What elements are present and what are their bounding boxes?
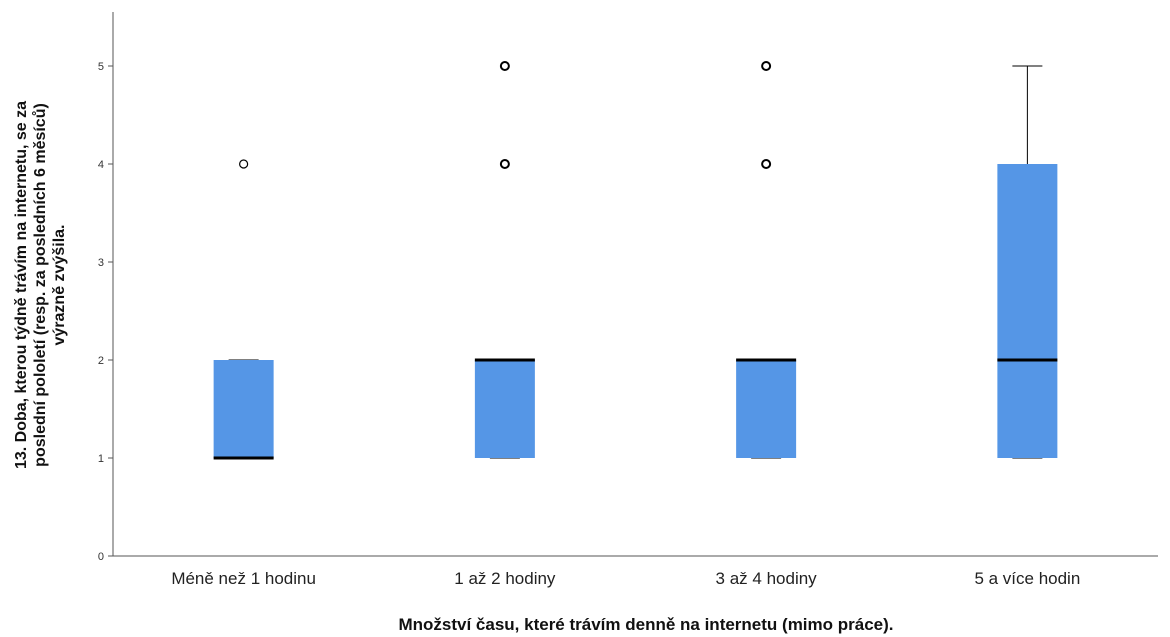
box-group [213,159,274,460]
y-tick-label: 1 [98,453,104,465]
x-axis-label: Množství času, které trávím denně na int… [398,615,893,634]
x-category-label: 5 a více hodin [974,569,1080,588]
outlier-point [239,159,249,169]
box [213,360,274,458]
outlier-point [761,159,772,169]
y-ticks: 0 1 2 3 4 5 [98,61,113,563]
y-axis-label-line-1: 13. Doba, kterou týdně trávím na interne… [13,101,30,469]
box-group [997,65,1058,459]
box [997,164,1058,458]
y-tick-label: 4 [98,159,104,171]
boxes [213,61,1058,460]
outlier-point [761,61,772,71]
x-category-label: 1 až 2 hodiny [454,569,556,588]
x-category-label: Méně než 1 hodinu [171,569,316,588]
y-tick-label: 3 [98,257,104,269]
box [736,360,797,458]
y-axis-label-line-2: poslední pololetí (resp. za posledních 6… [32,103,49,467]
x-category-labels: Méně než 1 hodinu 1 až 2 hodiny 3 až 4 hod… [171,569,1080,588]
y-tick-label: 0 [98,551,104,563]
box [474,360,535,458]
outlier-point [499,61,510,71]
axes [112,12,1158,557]
box-group [474,61,535,459]
x-category-label: 3 až 4 hodiny [716,569,818,588]
y-axis-label-line-3: výrazně zvýšila. [51,225,68,346]
y-tick-label: 2 [98,355,104,367]
box-group [736,61,797,459]
y-tick-label: 5 [98,61,104,73]
outlier-point [499,159,510,169]
